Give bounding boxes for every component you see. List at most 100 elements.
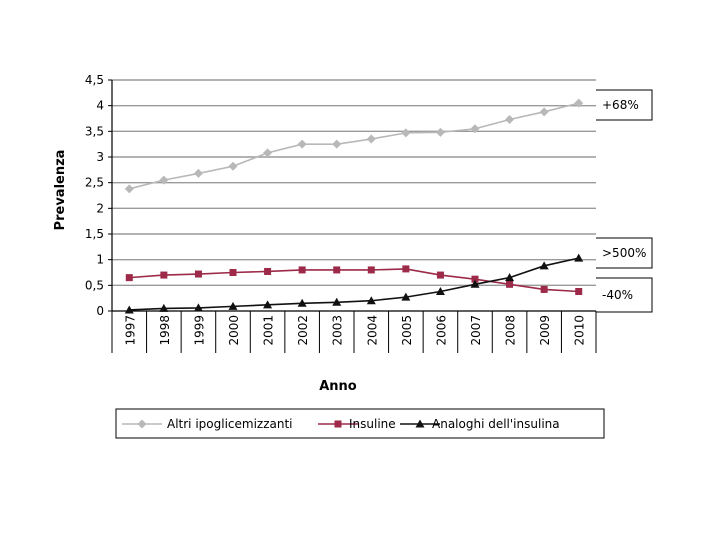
x-tick-label: 1997 <box>123 315 137 346</box>
data-point <box>540 285 548 293</box>
legend: Altri ipoglicemizzanti Insuline Analoghi d… <box>115 408 605 439</box>
data-point <box>539 261 549 270</box>
x-tick-label: 2008 <box>504 315 518 346</box>
x-tick-label: 2004 <box>365 315 379 346</box>
annotation-frame <box>596 89 653 121</box>
y-tick-label: 2,5 <box>85 176 104 190</box>
data-point <box>505 273 515 282</box>
data-point <box>332 297 342 306</box>
annotation-box: +68% <box>596 89 653 121</box>
y-tick-label: 2 <box>96 201 104 215</box>
x-axis-title: Anno <box>319 379 357 394</box>
annotation-label: >500% <box>602 246 646 260</box>
series-line <box>129 268 579 293</box>
x-tick-label: 2003 <box>331 315 345 346</box>
data-point <box>159 303 169 312</box>
data-point <box>228 161 238 171</box>
data-point <box>193 303 203 312</box>
data-point <box>125 274 133 282</box>
data-point <box>194 270 202 278</box>
series-3 <box>124 253 584 314</box>
y-tick-label: 1,5 <box>85 227 104 241</box>
x-tick-label: 2000 <box>227 315 241 346</box>
x-tick-label: 2005 <box>400 315 414 346</box>
legend-item: Altri ipoglicemizzanti <box>122 417 293 431</box>
y-tick-label: 3 <box>96 150 104 164</box>
data-point <box>159 175 169 185</box>
data-point <box>297 139 307 149</box>
data-point <box>332 139 342 149</box>
data-point <box>436 271 444 279</box>
data-point <box>297 298 307 307</box>
grid-lines <box>112 79 596 287</box>
data-point <box>228 301 238 310</box>
data-point <box>574 253 584 262</box>
data-point <box>471 275 479 283</box>
series-line <box>129 257 579 311</box>
data-point <box>402 265 410 273</box>
y-tick-label: 1 <box>96 253 104 267</box>
data-point <box>539 107 549 117</box>
data-point <box>366 296 376 305</box>
annotation-label: +68% <box>602 98 639 112</box>
annotation-label: -40% <box>602 288 633 302</box>
axes <box>111 80 596 312</box>
legend-item: Insuline <box>318 417 396 431</box>
data-point <box>470 124 480 134</box>
series-1 <box>124 98 584 194</box>
y-tick-label: 0 <box>96 304 104 318</box>
annotations: +68% >500% -40% <box>596 89 653 313</box>
y-tick-label: 4 <box>96 99 104 113</box>
data-point <box>160 271 168 279</box>
legend-marker <box>415 419 425 428</box>
y-tick-label: 3,5 <box>85 124 104 138</box>
data-point <box>435 127 445 137</box>
data-point <box>506 280 514 288</box>
data-point <box>575 287 583 295</box>
y-tick-label: 0,5 <box>85 278 104 292</box>
annotation-box: -40% <box>596 277 653 313</box>
series-2 <box>125 265 583 295</box>
data-point <box>505 115 515 125</box>
data-point <box>366 134 376 144</box>
data-point <box>229 269 237 276</box>
y-tick-label: 4,5 <box>85 73 104 87</box>
data-point <box>263 300 273 309</box>
legend-marker <box>334 420 342 428</box>
legend-frame <box>115 408 605 439</box>
data-point <box>263 148 273 158</box>
data-point <box>124 184 134 194</box>
legend-marker <box>137 419 147 429</box>
data-point <box>470 279 480 288</box>
data-point <box>401 292 411 301</box>
data-point <box>435 286 445 295</box>
x-tick-label: 2002 <box>296 315 310 346</box>
data-point <box>298 266 306 274</box>
legend-label: Altri ipoglicemizzanti <box>167 417 293 431</box>
data-point <box>333 266 341 274</box>
x-tick-label: 2010 <box>573 315 587 346</box>
x-tick-label: 1998 <box>158 315 172 346</box>
y-axis-ticks: 0 0,5 1 1,5 2 2,5 3 3,5 4 4,5 <box>85 73 112 318</box>
x-tick-label: 2009 <box>538 315 552 346</box>
x-tick-label: 2006 <box>434 315 448 346</box>
annotation-frame <box>596 237 653 269</box>
data-point <box>193 168 203 178</box>
legend-label: Analoghi dell'insulina <box>432 417 560 431</box>
x-tick-label: 2007 <box>469 315 483 346</box>
legend-item: Analoghi dell'insulina <box>400 417 560 431</box>
x-tick-label: 1999 <box>192 315 206 346</box>
data-point <box>401 128 411 138</box>
annotation-box: >500% <box>596 237 653 269</box>
data-point <box>574 98 584 108</box>
y-axis-title: Prevalenza <box>53 150 68 231</box>
series-line <box>129 102 579 190</box>
series-group <box>124 98 584 314</box>
data-point <box>367 266 375 274</box>
x-tick-label: 2001 <box>262 315 276 346</box>
annotation-frame <box>596 277 653 313</box>
data-point <box>264 267 272 275</box>
legend-label: Insuline <box>349 417 396 431</box>
data-point <box>124 305 134 314</box>
